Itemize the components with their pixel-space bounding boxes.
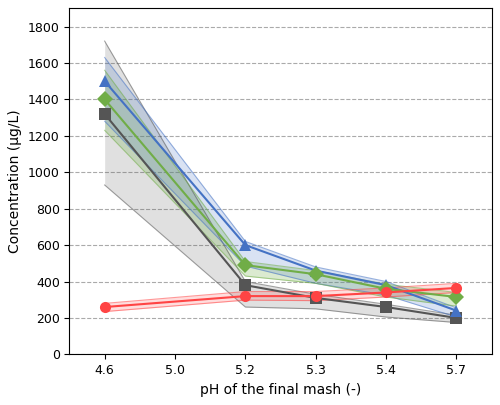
X-axis label: pH of the final mash (-): pH of the final mash (-) xyxy=(200,383,361,396)
Y-axis label: Concentration (μg/L): Concentration (μg/L) xyxy=(8,109,22,253)
